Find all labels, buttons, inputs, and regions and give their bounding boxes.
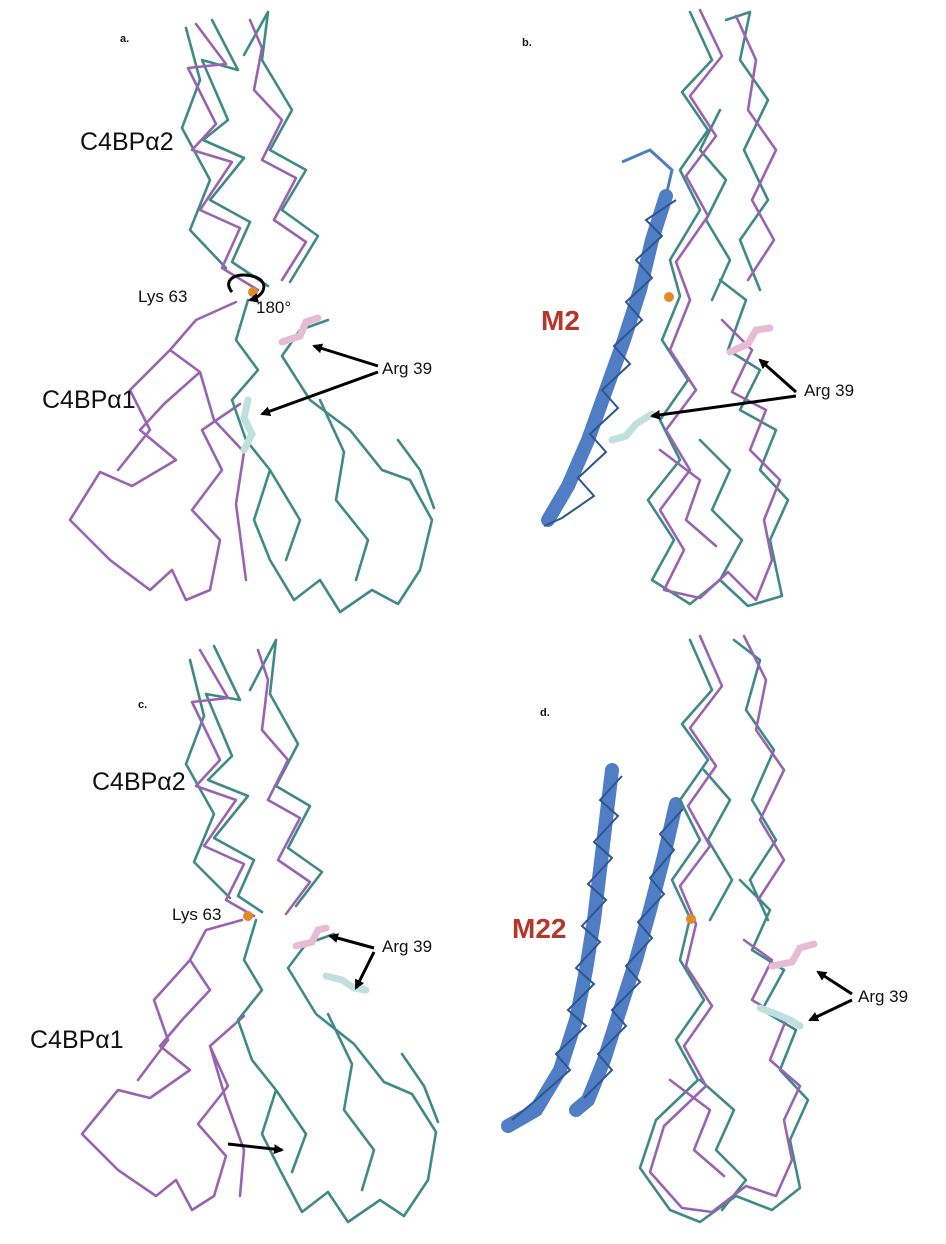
panel-a-arrow-2 <box>260 370 379 416</box>
panel-c-hinge-atom <box>243 911 253 921</box>
panel-b-arg39-pink <box>726 324 774 356</box>
panel-b-structure-trace <box>646 8 790 608</box>
panel-b-helix-m2 <box>541 148 677 527</box>
panel-a-hinge-atom <box>248 287 258 297</box>
panel-c-arg39-label: Arg 39 <box>382 937 432 956</box>
panel-d-letter: d. <box>540 707 550 719</box>
panel-c-domain2-label: C4BPα2 <box>92 768 186 796</box>
panel-a-domain2-trace <box>180 10 320 292</box>
panel-a-domain1-trace <box>68 298 436 614</box>
panel-c-arrow-2 <box>354 951 376 990</box>
panel-a: a. C4BPα2 C4BPα1 Lys 63 180° Arg 39 <box>42 10 436 614</box>
panel-b-peptide-label: M2 <box>541 305 580 336</box>
panel-d-arg39-pink <box>768 940 818 970</box>
panel-a-arg39-label: Arg 39 <box>382 359 432 378</box>
panel-d-arg39-label: Arg 39 <box>858 987 908 1006</box>
panel-c: c. C4BPα2 C4BPα1 Lys 63 Arg 39 <box>30 638 440 1224</box>
panel-c-domain1-trace <box>80 918 440 1224</box>
panel-b-arrow-1 <box>758 358 797 394</box>
panel-c-shift-arrow <box>227 1142 284 1155</box>
panel-a-hinge-label: Lys 63 <box>138 287 187 306</box>
panel-a-arrow-1 <box>312 343 379 368</box>
panel-d-structure-trace <box>638 634 810 1224</box>
panel-b-arg39-label: Arg 39 <box>804 381 854 400</box>
panel-d-hinge-atom <box>686 914 696 924</box>
panel-b-hinge-atom <box>664 292 674 302</box>
panel-b-arg39-pale <box>608 410 656 444</box>
panel-c-arrow-1 <box>328 933 375 950</box>
panel-a-rotation-label: 180° <box>256 298 291 317</box>
panel-d-arrow-2 <box>808 998 853 1022</box>
panel-d-helix-m22 <box>501 763 685 1133</box>
panel-c-letter: c. <box>138 699 147 711</box>
panel-a-domain2-label: C4BPα2 <box>80 128 174 156</box>
panel-a-rotation-arrow <box>227 273 266 303</box>
panel-b-arrow-2 <box>650 394 797 420</box>
panel-c-domain1-label: C4BPα1 <box>30 1026 124 1054</box>
panel-c-domain2-trace <box>184 638 324 918</box>
panel-c-hinge-label: Lys 63 <box>172 905 221 924</box>
panel-c-arg39-pink <box>292 924 330 950</box>
panel-a-arg39-pale <box>240 396 256 454</box>
panel-b-letter: b. <box>522 37 532 49</box>
panel-a-arg39-pink <box>278 314 322 346</box>
panel-a-letter: a. <box>120 33 129 45</box>
panel-b: b. M2 Arg 39 <box>522 8 854 608</box>
panel-d-arrow-1 <box>816 970 853 996</box>
panel-d-peptide-label: M22 <box>512 913 566 944</box>
panel-d-arg39-pale <box>756 1004 804 1030</box>
panel-a-domain1-label: C4BPα1 <box>42 386 136 414</box>
panel-d: d. M22 Arg 39 <box>501 634 908 1224</box>
